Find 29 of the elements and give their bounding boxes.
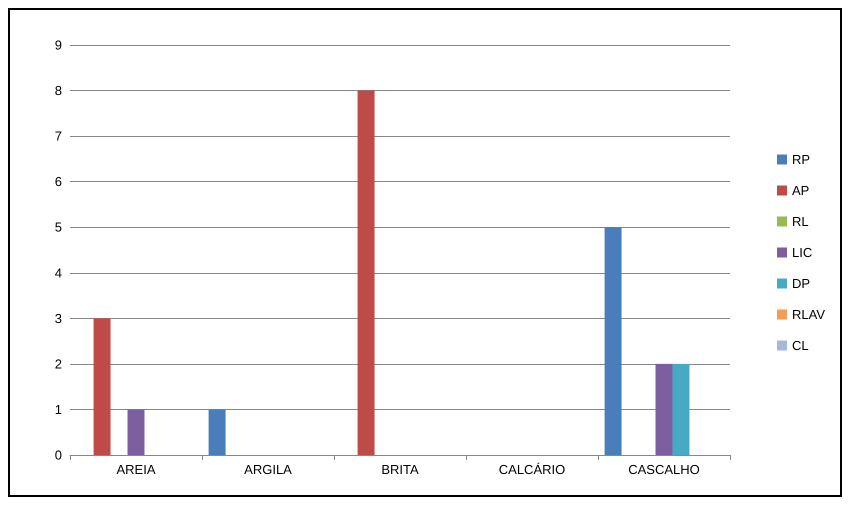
y-tick-label: 3 — [54, 310, 62, 326]
x-tick-label: AREIA — [116, 462, 156, 477]
bar — [128, 409, 144, 455]
bar — [672, 364, 690, 455]
bar — [604, 227, 622, 455]
x-tick-label: ARGILA — [244, 462, 292, 477]
bar — [358, 90, 375, 455]
x-tick-label: CASCALHO — [628, 462, 700, 477]
y-tick-label: 0 — [54, 448, 62, 462]
legend-label: DP — [792, 276, 810, 291]
y-tick-label: 9 — [54, 38, 62, 52]
y-tick-label: 4 — [54, 265, 62, 280]
y-tick-label: 1 — [54, 402, 62, 417]
x-tick-label: CALCÁRIO — [498, 462, 566, 477]
y-tick-label: 7 — [54, 128, 62, 144]
bar — [94, 318, 111, 455]
legend-label: CL — [792, 338, 809, 353]
y-tick-label: 2 — [54, 356, 62, 372]
y-tick-label: 6 — [54, 174, 62, 190]
bar — [208, 409, 226, 455]
legend-label: RP — [792, 152, 810, 167]
legend-label: LIC — [792, 245, 812, 260]
y-tick-label: 5 — [54, 220, 62, 235]
y-tick-label: 8 — [54, 83, 62, 98]
bar — [656, 364, 672, 455]
x-tick-label: BRITA — [381, 462, 419, 477]
legend-label: RL — [792, 214, 809, 229]
legend-label: AP — [792, 183, 810, 198]
legend-label: RLAV — [792, 307, 826, 322]
